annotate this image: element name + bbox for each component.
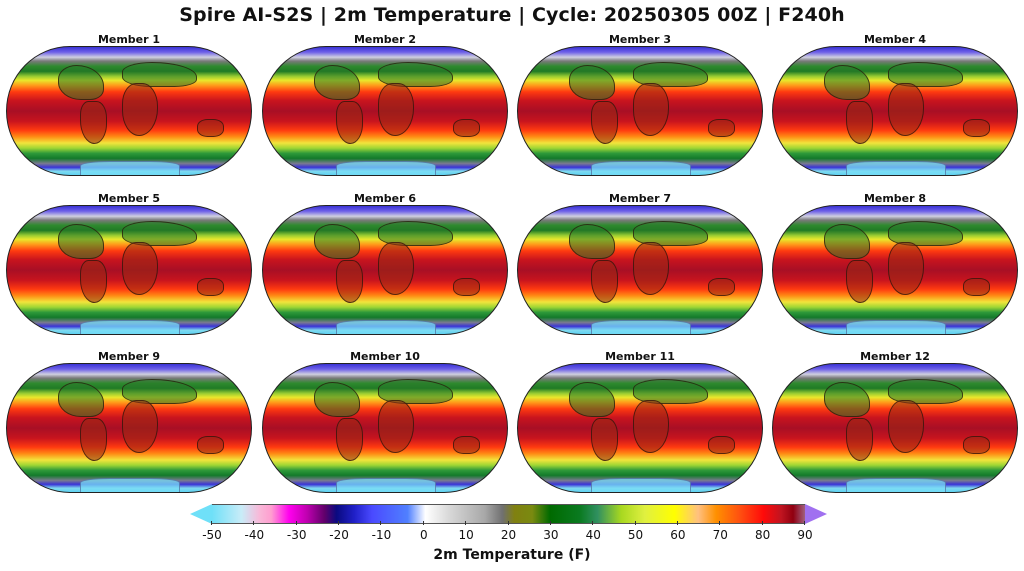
- colorbar-tick: 40: [573, 521, 613, 542]
- colorbar-extend-min-arrow: [190, 504, 212, 524]
- map-panel-member-7: Member 7: [517, 192, 763, 342]
- panel-title: Member 8: [863, 192, 927, 205]
- colorbar-gradient: [212, 504, 805, 524]
- map-panel-member-2: Member 2: [262, 33, 508, 183]
- map-panel-member-6: Member 6: [262, 192, 508, 342]
- colorbar-tick: -20: [319, 521, 359, 542]
- chart-title: Spire AI-S2S | 2m Temperature | Cycle: 2…: [179, 4, 845, 26]
- colorbar-tick: 10: [446, 521, 486, 542]
- colorbar-tick: -10: [361, 521, 401, 542]
- colorbar-tick: 60: [658, 521, 698, 542]
- temperature-map: [262, 363, 508, 493]
- panel-title: Member 6: [353, 192, 417, 205]
- map-panel-member-8: Member 8: [772, 192, 1018, 342]
- panel-title: Member 11: [605, 350, 675, 363]
- temperature-map: [517, 46, 763, 176]
- colorbar-ticks: -50 -40 -30 -20 -10 0 10 20 30 40 50 60 …: [202, 521, 813, 546]
- colorbar-extend-max-arrow: [805, 504, 827, 524]
- colorbar: [190, 504, 834, 524]
- colorbar-label: 2m Temperature (F): [433, 547, 591, 563]
- temperature-map: [772, 46, 1018, 176]
- colorbar-tick: 50: [616, 521, 656, 542]
- panel-title: Member 9: [97, 350, 161, 363]
- temperature-map: [6, 46, 252, 176]
- map-panel-member-3: Member 3: [517, 33, 763, 183]
- panel-title: Member 2: [353, 33, 417, 46]
- panel-title: Member 12: [860, 350, 930, 363]
- colorbar-tick: 20: [489, 521, 529, 542]
- map-panel-member-1: Member 1: [6, 33, 252, 183]
- panel-title: Member 7: [608, 192, 672, 205]
- colorbar-tick: 70: [700, 521, 740, 542]
- temperature-map: [262, 205, 508, 335]
- colorbar-tick: -30: [277, 521, 317, 542]
- colorbar-tick: 0: [404, 521, 444, 542]
- panel-title: Member 3: [608, 33, 672, 46]
- colorbar-tick: 80: [743, 521, 783, 542]
- map-panel-member-5: Member 5: [6, 192, 252, 342]
- temperature-map: [772, 363, 1018, 493]
- temperature-map: [517, 363, 763, 493]
- temperature-map: [772, 205, 1018, 335]
- map-panel-member-4: Member 4: [772, 33, 1018, 183]
- map-panel-member-10: Member 10: [262, 350, 508, 500]
- map-panel-member-12: Member 12: [772, 350, 1018, 500]
- colorbar-tick: -50: [192, 521, 232, 542]
- colorbar-tick: 30: [531, 521, 571, 542]
- map-panel-member-11: Member 11: [517, 350, 763, 500]
- panel-title: Member 1: [97, 33, 161, 46]
- panel-title: Member 4: [863, 33, 927, 46]
- temperature-map: [262, 46, 508, 176]
- panel-title: Member 10: [350, 350, 420, 363]
- colorbar-tick: -40: [234, 521, 274, 542]
- temperature-map: [6, 205, 252, 335]
- colorbar-tick: 90: [785, 521, 825, 542]
- temperature-map: [6, 363, 252, 493]
- map-panel-member-9: Member 9: [6, 350, 252, 500]
- temperature-map: [517, 205, 763, 335]
- panel-title: Member 5: [97, 192, 161, 205]
